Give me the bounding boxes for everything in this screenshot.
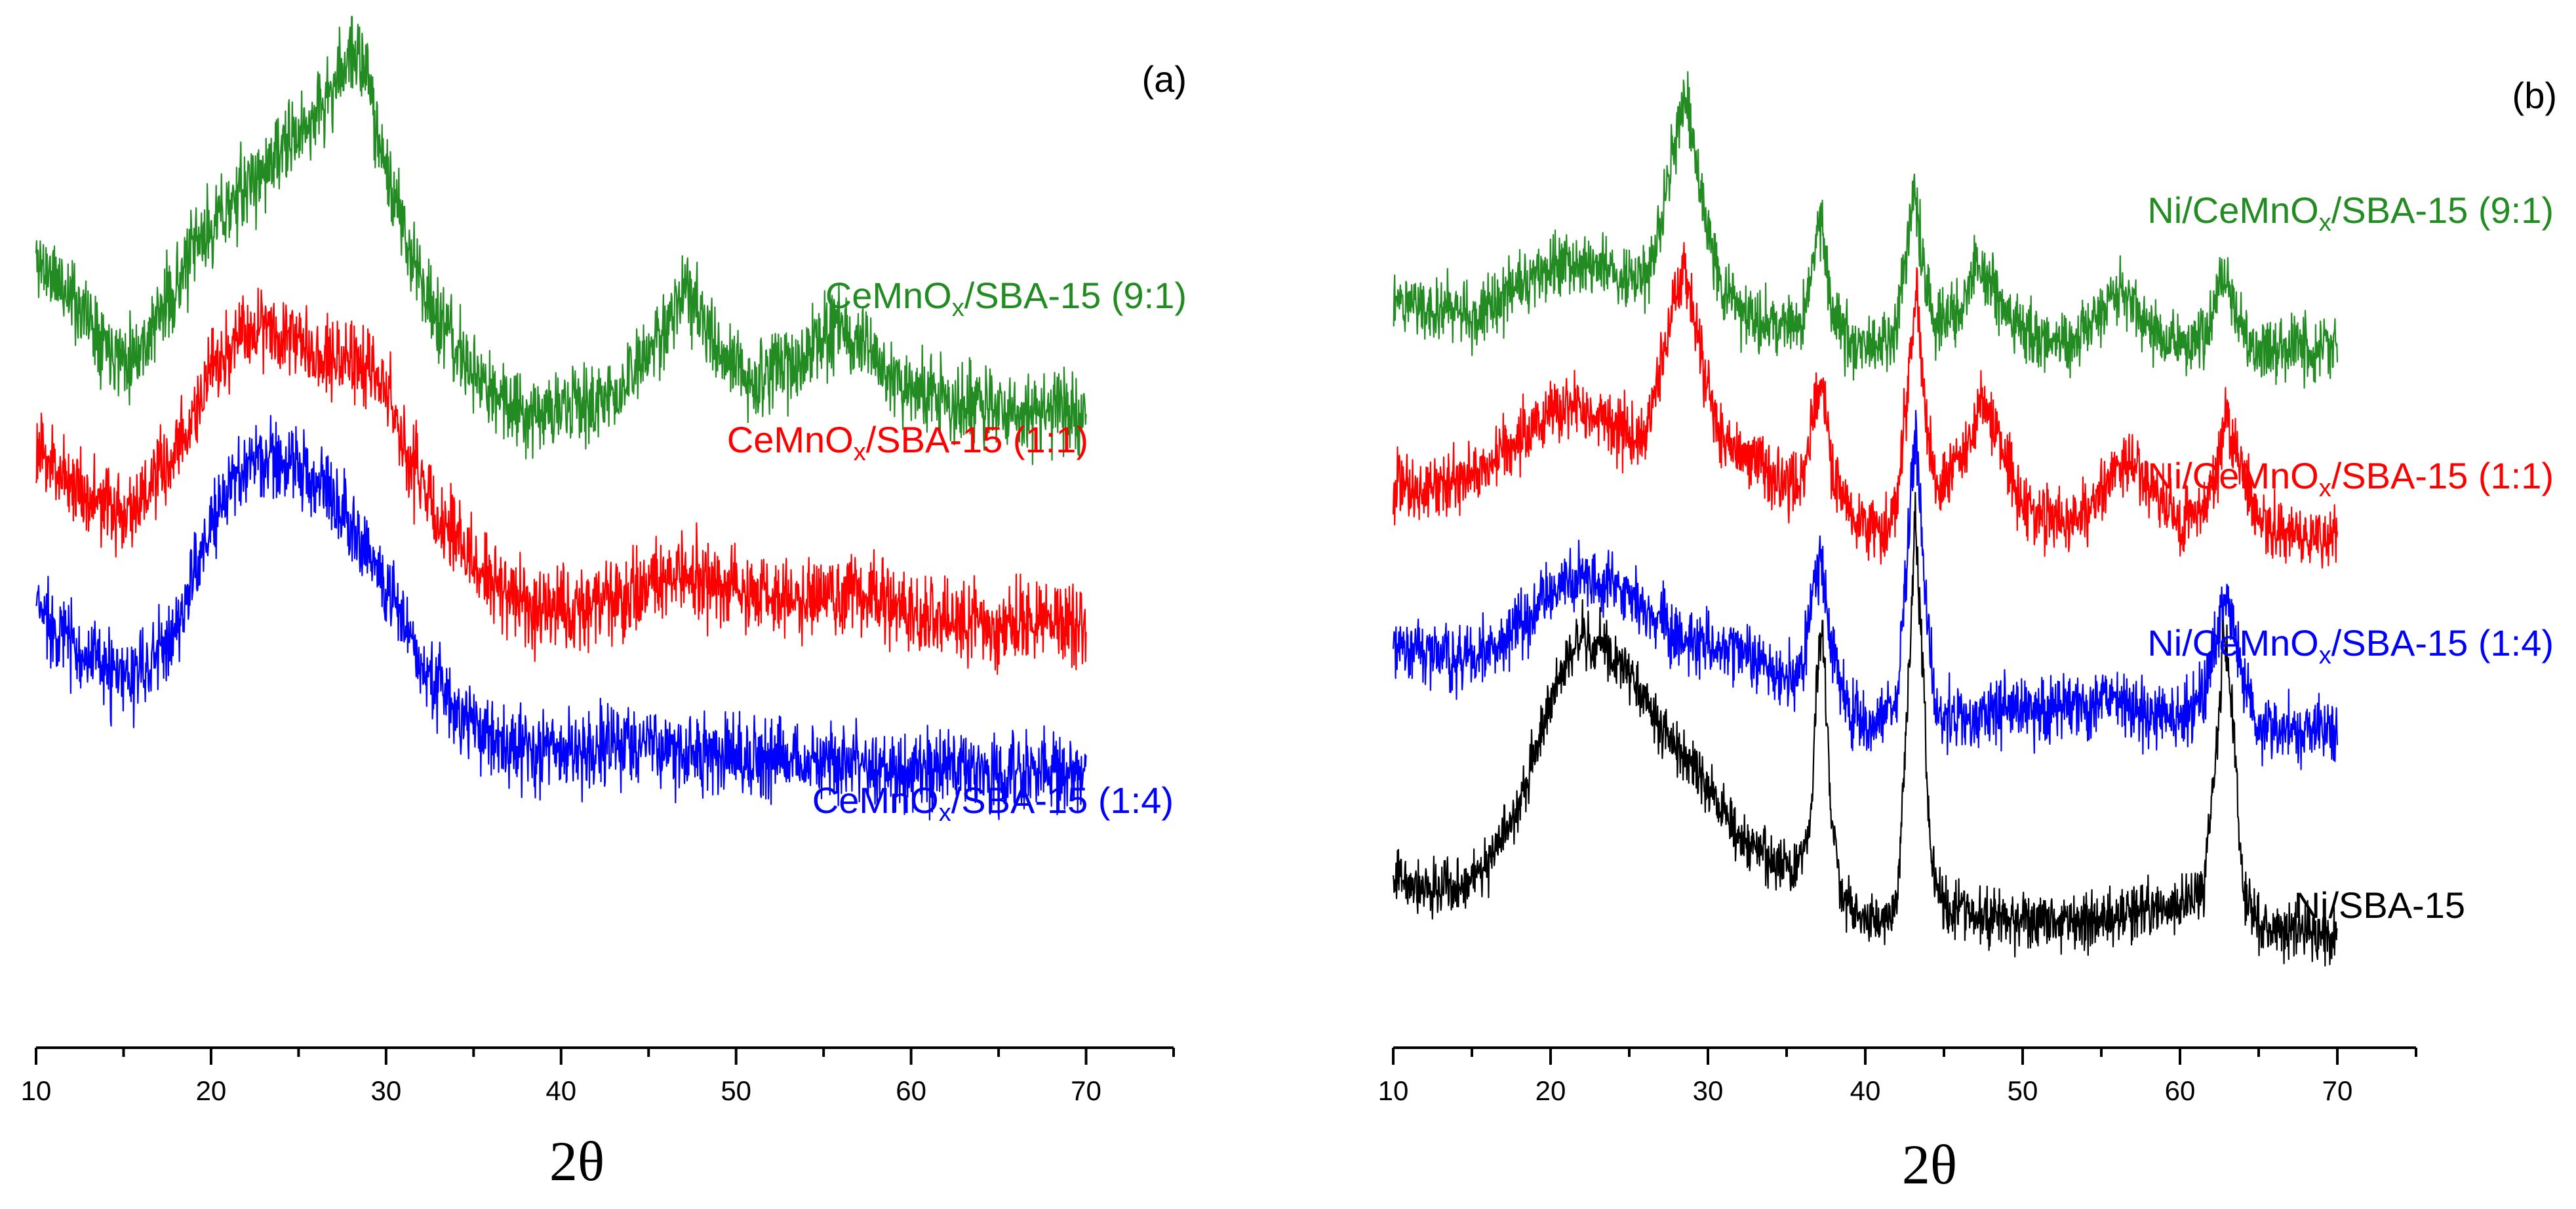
series-line	[35, 16, 1087, 466]
series-label-rest: /SBA-15 (1:4)	[951, 780, 1174, 821]
x-axis-title: 2θ	[1902, 1133, 1957, 1196]
panel-label: (b)	[2512, 75, 2557, 116]
series-line	[1392, 410, 2339, 770]
series-label: CeMnOx/SBA-15 (9:1)	[825, 275, 1187, 322]
series-label-rest: /SBA-15 (9:1)	[2331, 189, 2554, 231]
x-tick-label: 50	[721, 1075, 751, 1106]
series-label-rest: /SBA-15 (1:1)	[2331, 455, 2554, 496]
series-label-rest: /SBA-15 (1:1)	[866, 419, 1088, 460]
series-line	[35, 287, 1087, 675]
series-label-subscript: x	[854, 439, 866, 466]
panel-b: 10 20 30 40 50 60 70 Ni/CeMnOx/SBA-15 (9:1)Ni/…	[1378, 71, 2557, 1196]
series-label-main: CeMnO	[812, 780, 939, 821]
x-tick-label: 60	[896, 1075, 926, 1106]
series-label: Ni/SBA-15	[2294, 884, 2465, 926]
series-label-main: Ni/CeMnO	[2147, 622, 2318, 664]
series-line	[1392, 492, 2338, 967]
series-label-subscript: x	[952, 294, 964, 322]
x-tick-label: 70	[1071, 1075, 1101, 1106]
series-line	[1393, 71, 2339, 389]
series-label: Ni/CeMnOx/SBA-15 (9:1)	[2147, 189, 2554, 237]
x-tick-label: 20	[196, 1075, 227, 1106]
panel-a: 10 20 30 40 50 60 70 CeMnOx/SBA-15 (9:1)CeMnOx…	[21, 16, 1187, 1193]
series-label: Ni/CeMnOx/SBA-15 (1:4)	[2147, 622, 2554, 669]
panel-label: (a)	[1142, 58, 1187, 100]
series-label-rest: /SBA-15 (9:1)	[964, 275, 1187, 316]
series-label-main: Ni/SBA-15	[2294, 884, 2465, 926]
x-ticks: 10 20 30 40 50 60 70	[1378, 1048, 2417, 1106]
x-tick-label: 10	[1378, 1075, 1409, 1106]
x-tick-label: 40	[1850, 1075, 1881, 1106]
x-tick-label: 60	[2165, 1075, 2196, 1106]
x-ticks: 10 20 30 40 50 60 70	[21, 1048, 1175, 1106]
series-labels: Ni/CeMnOx/SBA-15 (9:1)Ni/CeMnOx/SBA-15 (…	[2147, 189, 2554, 926]
x-axis-title: 2θ	[549, 1130, 604, 1193]
x-tick-label: 70	[2322, 1075, 2353, 1106]
x-tick-label: 40	[545, 1075, 576, 1106]
x-tick-label: 10	[21, 1075, 52, 1106]
series-label: CeMnOx/SBA-15 (1:1)	[727, 419, 1088, 466]
x-tick-label: 50	[2008, 1075, 2038, 1106]
series-label-subscript: x	[2319, 642, 2331, 669]
series-label-subscript: x	[2319, 209, 2331, 237]
series-label-subscript: x	[2319, 475, 2331, 502]
series-labels: CeMnOx/SBA-15 (9:1)CeMnOx/SBA-15 (1:1)Ce…	[727, 275, 1187, 827]
x-tick-label: 30	[1693, 1075, 1724, 1106]
x-tick-label: 20	[1536, 1075, 1566, 1106]
series-label-rest: /SBA-15 (1:4)	[2331, 622, 2554, 664]
series-label-main: Ni/CeMnO	[2147, 189, 2318, 231]
series-label-main: Ni/CeMnO	[2147, 455, 2318, 496]
series-label-subscript: x	[939, 799, 951, 827]
series-label: CeMnOx/SBA-15 (1:4)	[812, 780, 1174, 827]
series-line	[1392, 242, 2339, 569]
series-line	[35, 414, 1087, 821]
series-label-main: CeMnO	[727, 419, 854, 460]
x-tick-label: 30	[370, 1075, 401, 1106]
series-lines	[1392, 71, 2339, 967]
series-label: Ni/CeMnOx/SBA-15 (1:1)	[2147, 455, 2554, 502]
series-lines	[35, 16, 1087, 821]
series-label-main: CeMnO	[825, 275, 952, 316]
